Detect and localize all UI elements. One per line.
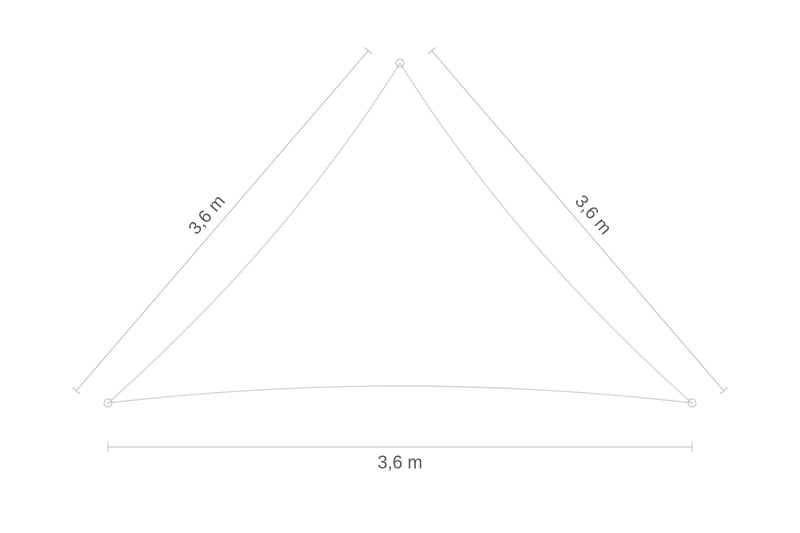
dimension-label-bottom: 3,6 m [377,453,422,474]
diagram-stage: 3,6 m 3,6 m 3,6 m [0,0,800,533]
